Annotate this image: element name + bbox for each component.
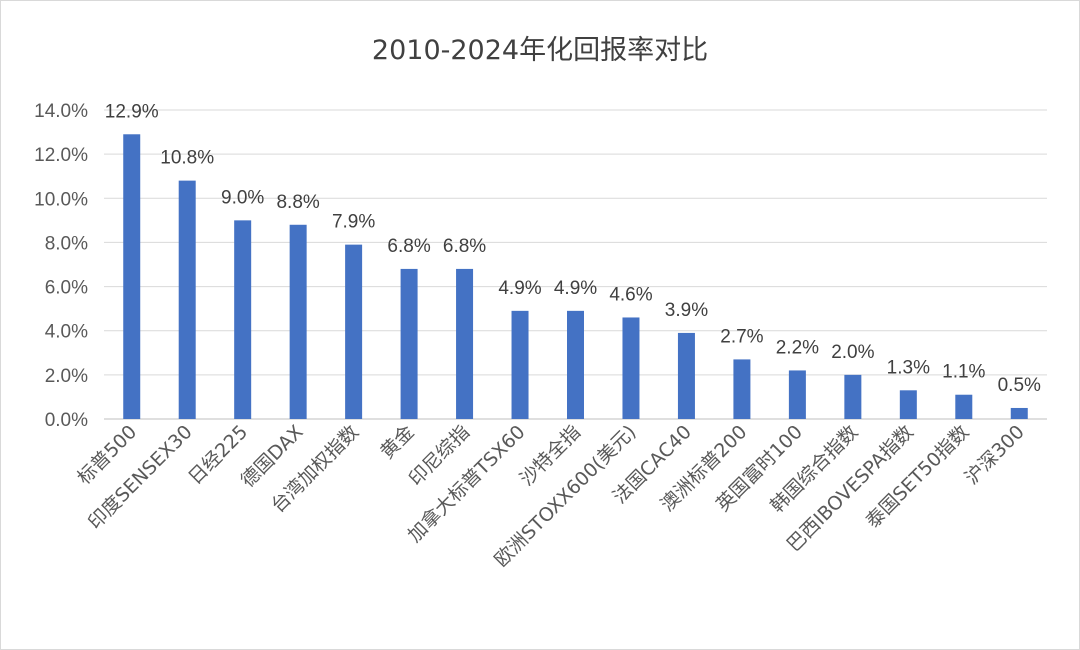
bars: [123, 134, 1028, 419]
y-tick-label: 6.0%: [45, 278, 88, 299]
bar: [622, 317, 640, 419]
bar: [899, 390, 917, 419]
category-label: 黄金: [376, 421, 418, 463]
data-label: 1.3%: [887, 357, 930, 378]
bar: [955, 394, 973, 419]
data-label: 4.9%: [554, 278, 597, 299]
data-labels: 12.9% 10.8% 9.0% 8.8% 7.9% 6.8% 6.8% 4.9% 4.9% 4.…: [105, 101, 1041, 396]
bar: [788, 370, 806, 419]
bar: [178, 180, 196, 419]
y-tick-label: 0.0%: [45, 410, 88, 431]
bar: [733, 359, 751, 419]
bar: [567, 310, 584, 419]
data-label: 12.9%: [105, 101, 159, 122]
data-label: 2.0%: [831, 342, 874, 363]
y-tick-label: 8.0%: [45, 233, 88, 254]
bar: [400, 268, 418, 419]
y-tick-label: 12.0%: [34, 145, 88, 166]
data-label: 0.5%: [998, 375, 1041, 396]
chart-title: 2010-2024年化回报率对比: [372, 35, 708, 66]
data-label: 4.9%: [498, 278, 541, 299]
data-label: 7.9%: [332, 212, 375, 233]
category-label: 印度SENSEX30: [84, 421, 197, 534]
y-tick-label: 10.0%: [34, 189, 88, 210]
bar: [844, 374, 862, 419]
bar: [456, 268, 474, 419]
data-label: 4.6%: [609, 284, 652, 305]
data-label: 6.8%: [443, 236, 486, 257]
bar: [1010, 407, 1028, 419]
y-tick-label: 4.0%: [45, 322, 88, 343]
bar: [289, 224, 307, 419]
bar: [345, 244, 363, 419]
bar: [123, 134, 141, 419]
y-tick-label: 14.0%: [34, 101, 88, 122]
data-label: 3.9%: [665, 300, 708, 321]
data-label: 10.8%: [160, 148, 214, 169]
data-label: 6.8%: [387, 236, 430, 257]
data-label: 2.2%: [776, 337, 819, 358]
data-label: 9.0%: [221, 187, 264, 208]
category-label: 泰国SET50指数: [862, 421, 974, 533]
bar: [511, 310, 529, 419]
bar: [234, 220, 252, 419]
data-label: 1.1%: [942, 362, 985, 383]
data-label: 2.7%: [720, 326, 763, 347]
y-axis-ticks: 0.0% 2.0% 4.0% 6.0% 8.0% 10.0% 12.0% 14.0%: [34, 101, 88, 431]
bar: [677, 332, 695, 419]
data-label: 8.8%: [276, 192, 319, 213]
y-tick-label: 2.0%: [45, 366, 88, 387]
category-label: 沪深300: [961, 421, 1029, 489]
